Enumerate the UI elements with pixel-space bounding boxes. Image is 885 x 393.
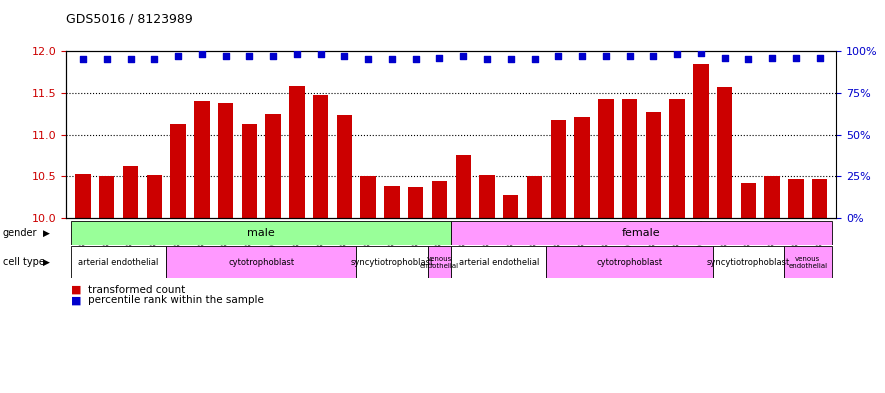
Text: female: female <box>622 228 661 238</box>
Bar <box>550 120 566 218</box>
Point <box>456 53 470 59</box>
Bar <box>336 116 352 218</box>
Bar <box>693 64 709 218</box>
Text: ■: ■ <box>71 285 81 295</box>
Bar <box>147 174 162 218</box>
Point <box>313 51 327 57</box>
Point <box>694 50 708 56</box>
Bar <box>71 221 451 245</box>
Bar <box>384 186 400 218</box>
Bar <box>527 176 543 218</box>
Point <box>242 53 257 59</box>
Point <box>123 56 138 62</box>
Point <box>527 56 542 62</box>
Bar <box>313 95 328 218</box>
Point <box>409 56 423 62</box>
Bar <box>741 183 756 218</box>
Bar <box>784 246 832 278</box>
Text: ▶: ▶ <box>42 258 50 266</box>
Text: syncytiotrophoblast: syncytiotrophoblast <box>707 258 790 266</box>
Bar <box>432 180 447 218</box>
Point <box>789 55 803 61</box>
Point <box>76 56 90 62</box>
Text: arterial endothelial: arterial endothelial <box>79 258 158 266</box>
Point <box>195 51 209 57</box>
Point <box>361 56 375 62</box>
Bar <box>99 176 114 218</box>
Bar <box>360 176 376 218</box>
Point <box>812 55 827 61</box>
Point <box>100 56 114 62</box>
Bar <box>789 179 804 218</box>
Bar <box>71 246 166 278</box>
Point <box>622 53 636 59</box>
Text: ▶: ▶ <box>42 229 50 237</box>
Text: syncytiotrophoblast: syncytiotrophoblast <box>350 258 434 266</box>
Bar <box>166 246 357 278</box>
Bar <box>242 124 257 218</box>
Point <box>266 53 281 59</box>
Point <box>504 56 518 62</box>
Text: cytotrophoblast: cytotrophoblast <box>596 258 663 266</box>
Bar <box>503 195 519 218</box>
Bar <box>357 246 427 278</box>
Text: GDS5016 / 8123989: GDS5016 / 8123989 <box>66 13 193 26</box>
Point <box>147 56 161 62</box>
Bar <box>622 99 637 218</box>
Bar <box>712 246 784 278</box>
Point <box>575 53 589 59</box>
Point <box>742 56 756 62</box>
Bar <box>765 176 780 218</box>
Point <box>670 51 684 57</box>
Point <box>646 53 660 59</box>
Bar <box>456 156 471 218</box>
Point <box>219 53 233 59</box>
Text: cytotrophoblast: cytotrophoblast <box>228 258 295 266</box>
Bar <box>123 166 138 218</box>
Bar <box>218 103 234 218</box>
Bar <box>574 117 589 218</box>
Bar <box>194 101 210 218</box>
Bar <box>546 246 712 278</box>
Bar <box>408 187 423 218</box>
Point <box>337 53 351 59</box>
Text: venous
endothelial: venous endothelial <box>419 255 459 269</box>
Point <box>765 55 780 61</box>
Bar <box>717 87 733 218</box>
Text: percentile rank within the sample: percentile rank within the sample <box>88 295 265 305</box>
Bar <box>480 174 495 218</box>
Point <box>551 53 566 59</box>
Point <box>433 55 447 61</box>
Point <box>289 51 304 57</box>
Text: venous
endothelial: venous endothelial <box>789 255 827 269</box>
Point <box>718 55 732 61</box>
Bar <box>451 246 546 278</box>
Text: male: male <box>248 228 275 238</box>
Bar <box>75 174 91 218</box>
Bar <box>170 124 186 218</box>
Text: cell type: cell type <box>3 257 44 267</box>
Bar <box>669 99 685 218</box>
Bar <box>427 246 451 278</box>
Bar <box>266 114 281 218</box>
Bar <box>812 179 827 218</box>
Point <box>171 53 185 59</box>
Point <box>385 56 399 62</box>
Point <box>480 56 494 62</box>
Bar <box>451 221 832 245</box>
Bar <box>646 112 661 218</box>
Bar <box>289 86 304 218</box>
Text: arterial endothelial: arterial endothelial <box>458 258 539 266</box>
Text: gender: gender <box>3 228 37 238</box>
Bar <box>598 99 613 218</box>
Text: ■: ■ <box>71 295 81 305</box>
Point <box>599 53 613 59</box>
Text: transformed count: transformed count <box>88 285 186 295</box>
